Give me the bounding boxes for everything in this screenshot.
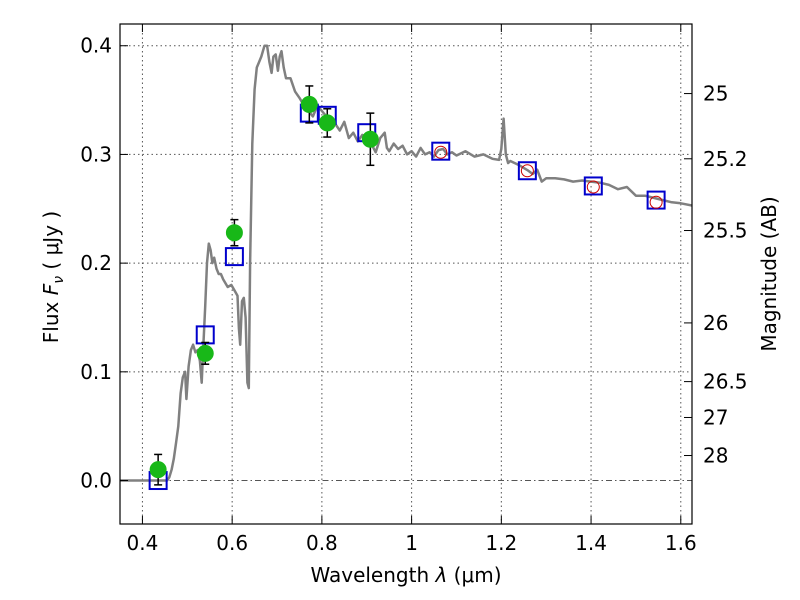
x-axis-label-symbol: λ — [434, 563, 447, 587]
x-tick-label: 0.6 — [216, 531, 248, 555]
x-tick-label: 1.2 — [485, 531, 517, 555]
x-axis-label: Wavelength λ (μm) — [310, 563, 501, 587]
model-circle-marker — [520, 164, 534, 178]
observed-point — [225, 224, 243, 242]
x-tick-label: 0.8 — [306, 531, 338, 555]
y-tick-label: 0.0 — [80, 469, 112, 493]
x-axis-label-prefix: Wavelength — [310, 563, 435, 587]
plot-frame — [119, 23, 693, 525]
model-circle-marker — [434, 145, 448, 159]
model-square-marker — [431, 141, 451, 161]
model-circle-marker — [586, 180, 600, 194]
y-tick-label: 0.4 — [80, 34, 112, 58]
y-axis-label-subscript: ν — [51, 276, 67, 284]
model-square-marker — [583, 176, 603, 196]
observed-point — [361, 130, 379, 148]
y-tick-label: 0.2 — [80, 251, 112, 275]
axis-ticks: 0.4 0.6 0.8 1 1.2 1.4 1.6 0.0 0.1 0.2 0.3 0.4 25 25.2… — [80, 24, 748, 555]
y-axis-label-unit: ( μJy ) — [39, 211, 63, 276]
model-circle-marker — [649, 195, 663, 209]
y-axis-label-symbol: F — [39, 283, 63, 295]
model-square-marker — [517, 161, 537, 181]
x-tick-label: 1.4 — [575, 531, 607, 555]
right-tick-label: 26 — [703, 311, 728, 335]
plot-area — [120, 44, 692, 491]
right-axis-label: Magnitude (AB) — [757, 196, 781, 351]
x-tick-label: 1 — [405, 531, 418, 555]
right-tick-label: 28 — [703, 444, 728, 468]
right-tick-label: 25.5 — [703, 219, 748, 243]
x-tick-label: 1.6 — [665, 531, 697, 555]
right-tick-label: 27 — [703, 405, 728, 429]
observed-point — [149, 461, 167, 479]
model-square-marker — [224, 247, 244, 267]
y-axis-label-prefix: Flux — [39, 295, 63, 343]
observed-point — [318, 114, 336, 132]
x-tick-label: 0.4 — [127, 531, 159, 555]
y-tick-label: 0.1 — [80, 360, 112, 384]
right-tick-label: 25 — [703, 82, 728, 106]
observed-point — [300, 95, 318, 113]
y-axis-label: Flux Fν ( μJy ) — [39, 211, 67, 343]
x-axis-label-unit: (μm) — [447, 563, 501, 587]
observed-point — [196, 344, 214, 362]
right-tick-label: 25.2 — [703, 147, 748, 171]
right-tick-label: 26.5 — [703, 370, 748, 394]
y-tick-label: 0.3 — [80, 142, 112, 166]
